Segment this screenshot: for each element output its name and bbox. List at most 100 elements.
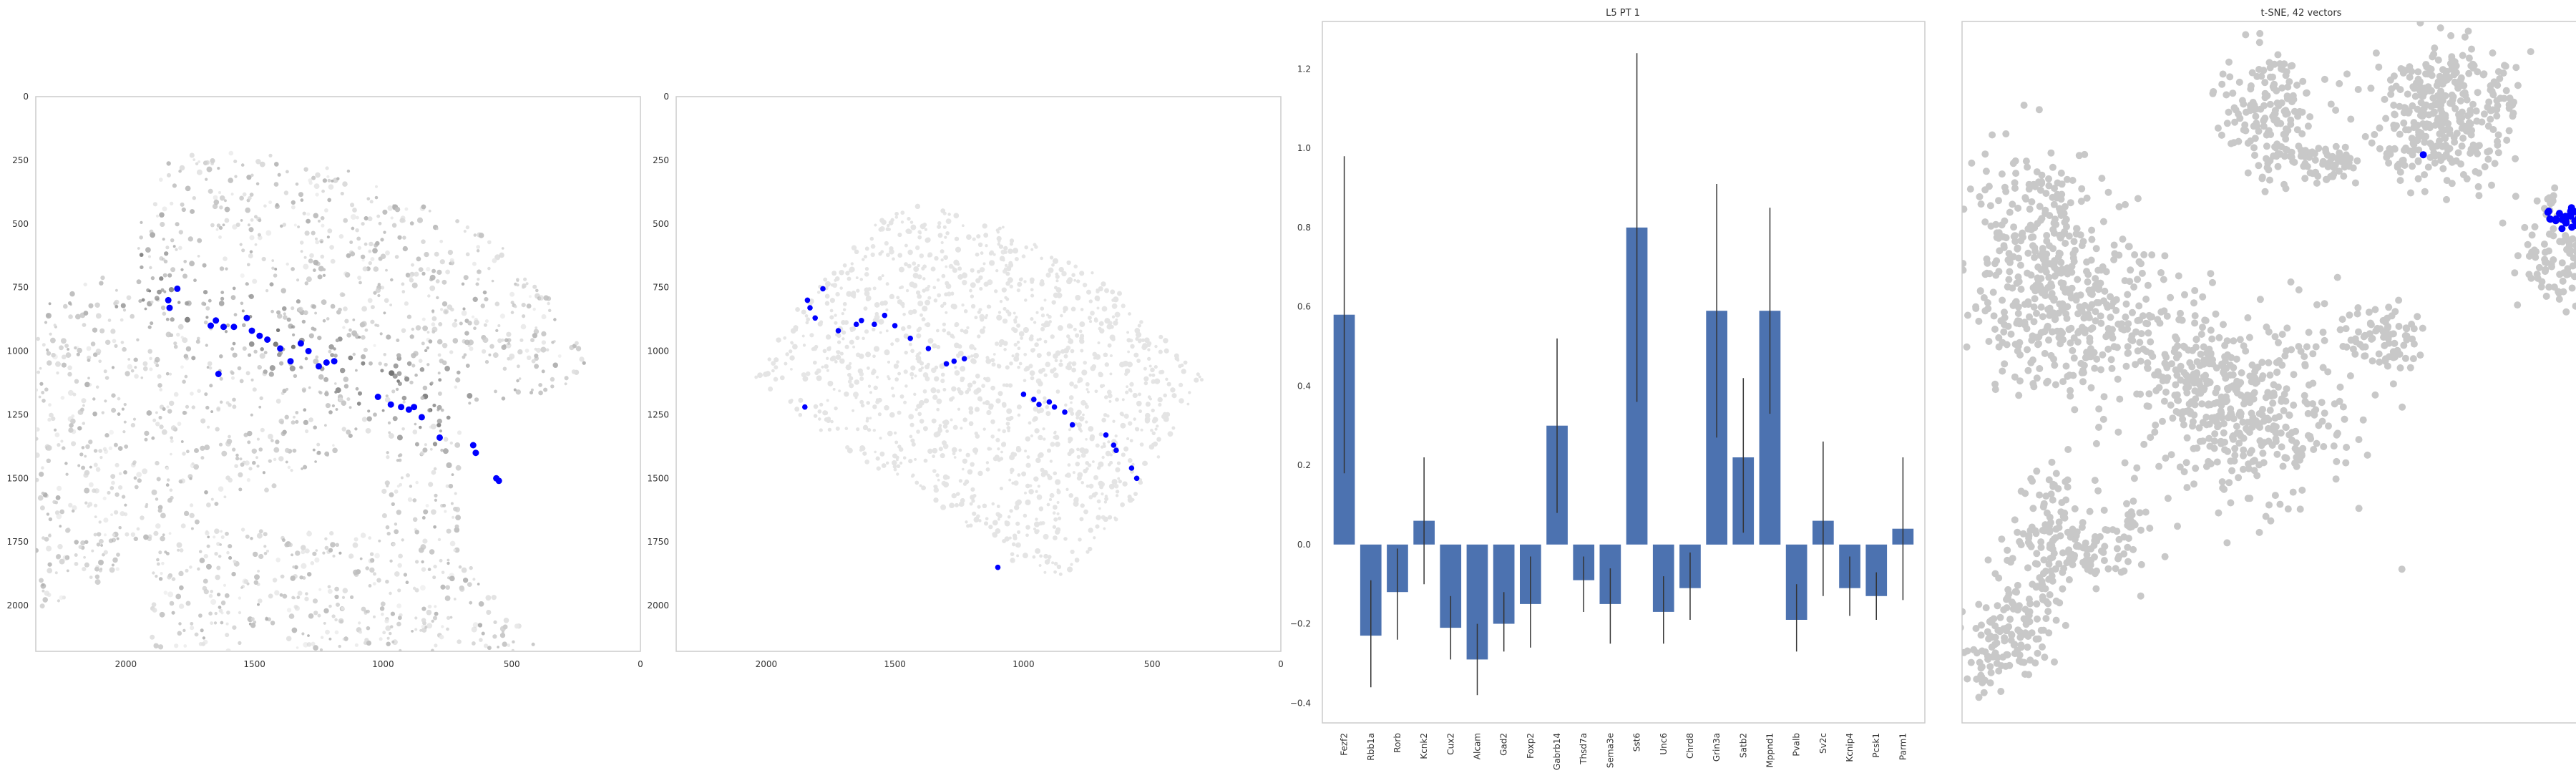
p1-cell [36, 370, 40, 374]
p1-cell [142, 361, 148, 366]
p2-cell [1015, 544, 1018, 548]
p1-cell [366, 197, 371, 201]
p2-cell [1016, 554, 1019, 558]
p1-cell [210, 590, 214, 593]
p1-cell [148, 255, 151, 258]
p1-cell [167, 172, 171, 178]
p1-cell [77, 426, 82, 431]
p1-cell [409, 221, 414, 225]
p1-cell [461, 282, 465, 286]
p2-cell [887, 224, 890, 228]
p2-cell [1120, 502, 1125, 507]
p1-cell [207, 361, 213, 366]
p2-cell [909, 422, 914, 427]
p1-cell [446, 627, 449, 631]
p1-cell [336, 177, 340, 180]
p2-cell [924, 286, 930, 292]
p1-cell [317, 613, 321, 618]
p1-cell [93, 352, 98, 357]
p2-cell [1017, 530, 1021, 534]
p1-cell [232, 625, 237, 630]
p1-cell [455, 377, 461, 383]
p1-cell [94, 574, 100, 579]
p1-cell [359, 322, 366, 328]
p1-cell [352, 542, 358, 548]
p1-cell [224, 330, 228, 334]
p2-cell [1053, 471, 1058, 475]
p1-cell [286, 317, 291, 322]
p1-cell [507, 341, 511, 345]
panel-2-background-cells [754, 203, 1204, 576]
p1-cell [110, 513, 114, 516]
p1-cell [390, 278, 394, 282]
p1-cell [434, 251, 439, 257]
p1-cell [219, 543, 222, 546]
p1-cell [268, 593, 273, 599]
p1-cell [510, 311, 514, 314]
p1-cell [191, 405, 195, 409]
p2-cell [847, 447, 853, 454]
p1-cell [334, 618, 338, 622]
p1-cell [47, 562, 52, 567]
p1-cell [449, 540, 456, 547]
p1-cell [54, 432, 60, 437]
p1-cell [114, 462, 119, 467]
p1-cell [324, 545, 329, 550]
p1-cell [57, 443, 61, 447]
p2-cell [1025, 436, 1030, 442]
p1-cell [146, 410, 152, 416]
p2-cell [1000, 450, 1003, 454]
p1-cell [324, 451, 330, 457]
p1-cell [282, 429, 287, 434]
p1-cell [178, 245, 182, 251]
p1-cell [396, 379, 400, 383]
p1-cell [338, 234, 344, 239]
p2-cell [1036, 353, 1042, 358]
p2-cell [862, 451, 867, 456]
p1-cell [557, 354, 562, 358]
p1-cell [411, 630, 414, 633]
p1-cell [494, 389, 497, 394]
p1-cell [439, 239, 444, 243]
p1-cell [301, 387, 307, 392]
p1-cell [447, 576, 450, 580]
p1-cell [303, 263, 309, 270]
p1-cell [157, 374, 162, 379]
p1-cell [497, 338, 502, 344]
p1-cell [205, 405, 210, 410]
p2-cell [1180, 364, 1184, 367]
p1-cell [503, 618, 509, 623]
p2-cell [1080, 308, 1084, 311]
p2-cell [1083, 448, 1089, 454]
p1-cell [367, 409, 371, 413]
p1-cell [190, 527, 194, 530]
p1-cell [164, 550, 167, 554]
p1-cell [421, 341, 425, 346]
p1-cell [160, 572, 163, 575]
p2-cell [1040, 326, 1045, 331]
p1-cell [467, 344, 471, 347]
p2-cell [1179, 398, 1184, 404]
p2-cell [1038, 337, 1042, 341]
p2-cell [912, 261, 917, 266]
p1-cell [334, 390, 338, 394]
p2-cell [1049, 498, 1052, 501]
p1-cell [492, 258, 497, 263]
p1-cell [297, 590, 303, 596]
p1-cell [314, 460, 317, 463]
p2-cell [981, 384, 985, 388]
p1-cell [342, 588, 348, 593]
p2-cell [971, 303, 976, 309]
p1-cell [374, 195, 379, 200]
p2-cell [1056, 564, 1061, 570]
p1-cell [216, 406, 221, 411]
p2-cell [1058, 325, 1063, 331]
p1-y-tick-label: 2000 [6, 601, 29, 611]
p1-cell [288, 543, 293, 548]
p2-cell [972, 237, 976, 241]
p2-cell [1095, 524, 1100, 529]
p1-cell [318, 374, 324, 380]
p1-cell [377, 293, 381, 298]
p2-cell [1096, 499, 1101, 504]
panel-1-background-cells [36, 150, 586, 651]
